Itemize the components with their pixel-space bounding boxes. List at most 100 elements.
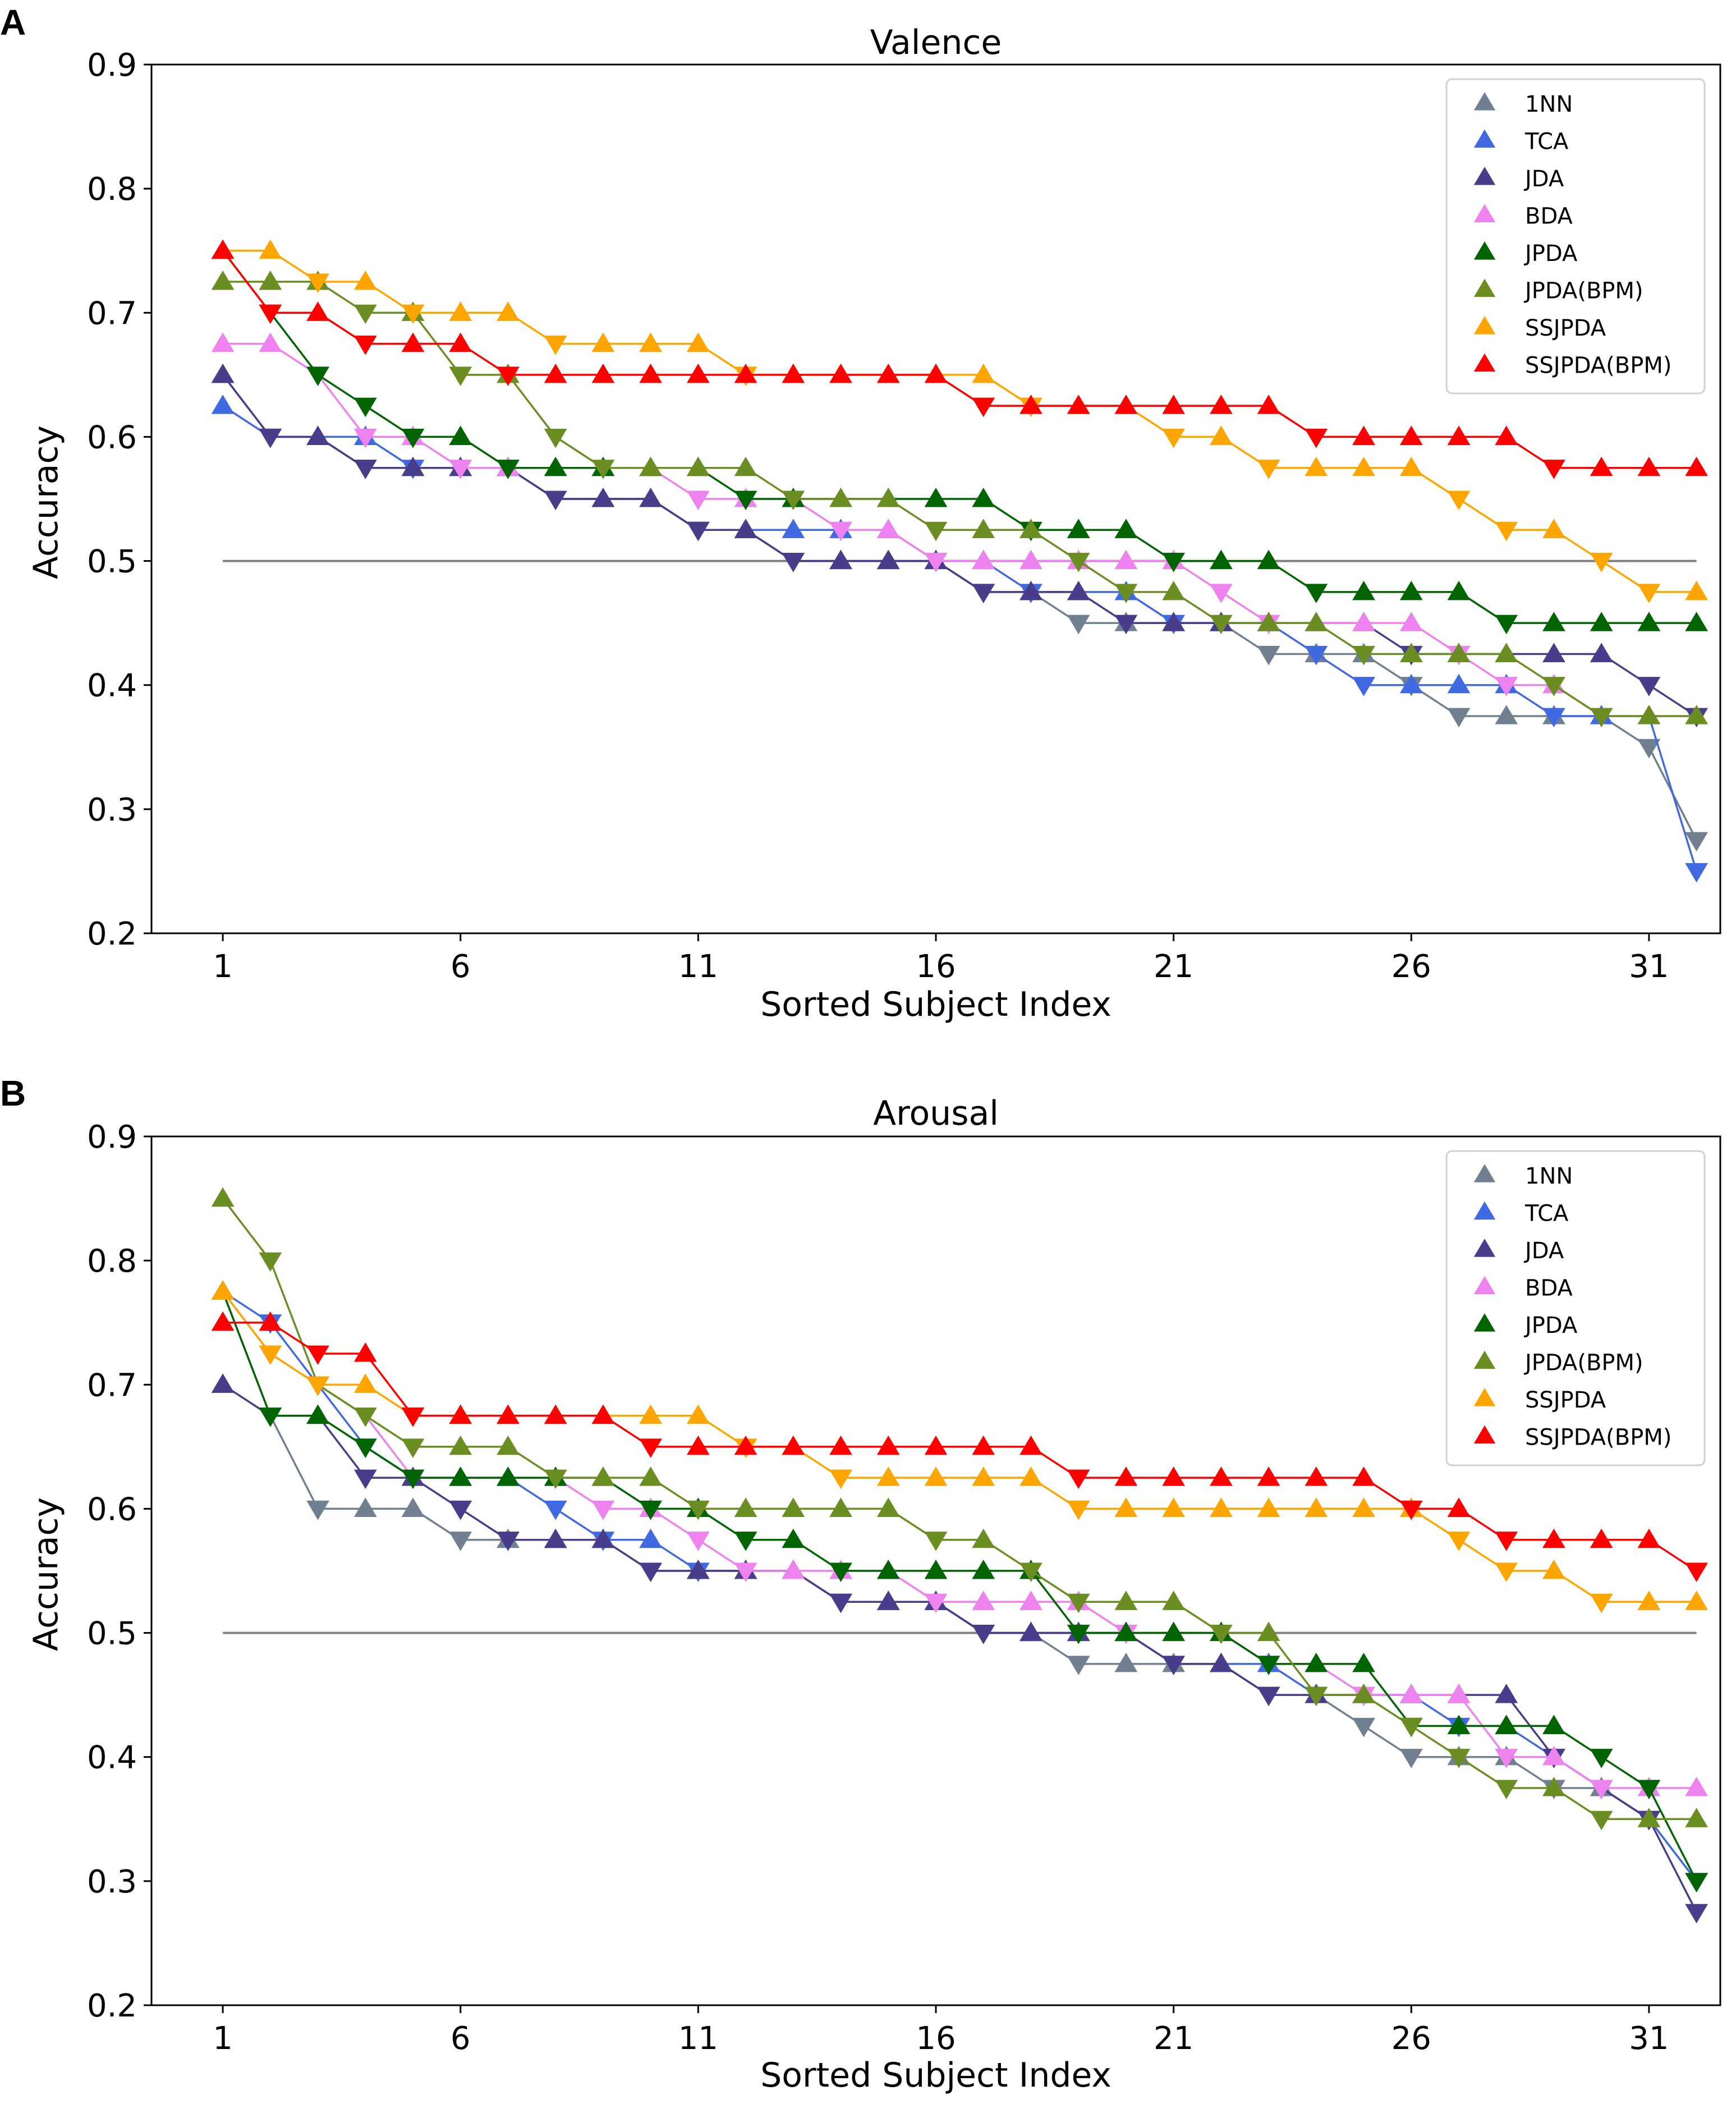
data-point: [876, 519, 900, 538]
data-point: [972, 1528, 995, 1548]
data-point: [1209, 1625, 1233, 1644]
chart-title: Arousal: [873, 1094, 999, 1133]
data-point: [1637, 584, 1661, 603]
data-point: [211, 363, 235, 383]
data-point: [1590, 1528, 1613, 1548]
data-point: [1305, 1497, 1328, 1517]
data-point: [1352, 645, 1375, 666]
data-point: [734, 1497, 757, 1517]
data-point: [497, 1404, 520, 1424]
data-point: [1447, 491, 1471, 511]
data-point: [1590, 643, 1613, 662]
data-point: [449, 366, 472, 386]
data-point: [259, 270, 282, 290]
data-point: [1067, 615, 1090, 635]
data-point: [1399, 425, 1423, 445]
data-point: [544, 456, 567, 476]
data-point: [876, 1497, 900, 1517]
data-point: [1542, 1745, 1565, 1766]
data-point: [1542, 643, 1565, 662]
data-point: [1542, 1776, 1565, 1796]
data-point: [259, 332, 282, 352]
legend-marker: [1473, 1201, 1496, 1220]
data-point: [1067, 580, 1090, 601]
data-point: [544, 428, 567, 448]
y-tick-label: 0.8: [87, 171, 137, 208]
x-axis-label: Sorted Subject Index: [760, 985, 1112, 1024]
data-point: [734, 1532, 757, 1551]
data-point: [306, 1345, 329, 1365]
data-point: [1447, 1497, 1471, 1517]
chart-title: Valence: [870, 23, 1002, 62]
data-point: [1495, 1532, 1518, 1551]
data-point: [782, 363, 805, 383]
legend-label: SSJPDA(BPM): [1525, 353, 1671, 379]
y-tick-label: 0.4: [87, 1740, 137, 1776]
data-point: [1685, 1808, 1709, 1827]
data-point: [591, 487, 615, 507]
data-point: [639, 363, 663, 383]
data-point: [1305, 1466, 1328, 1486]
data-point: [972, 363, 995, 383]
data-point: [1637, 456, 1661, 476]
x-tick-label: 6: [451, 2020, 471, 2057]
data-point: [449, 332, 472, 352]
data-point: [1114, 584, 1138, 603]
data-point: [1399, 643, 1423, 662]
data-point: [782, 553, 805, 572]
data-point: [1257, 1497, 1280, 1517]
y-tick-label: 0.9: [87, 1119, 137, 1156]
data-point: [924, 553, 948, 572]
data-point: [1067, 395, 1090, 414]
data-point: [1590, 456, 1613, 476]
data-point: [1542, 708, 1565, 728]
data-point: [1399, 673, 1423, 694]
data-point: [306, 301, 329, 321]
legend-marker: [1473, 1239, 1496, 1257]
data-point: [686, 1500, 710, 1520]
data-point: [972, 549, 995, 570]
data-point: [401, 1438, 425, 1458]
data-point: [1637, 704, 1661, 725]
data-point: [353, 1373, 377, 1393]
y-tick-label: 0.6: [87, 419, 137, 456]
data-point: [924, 1435, 948, 1455]
data-point: [876, 1590, 900, 1610]
data-point: [1114, 519, 1138, 538]
y-tick-label: 0.5: [87, 1616, 137, 1652]
y-tick-label: 0.5: [87, 544, 137, 580]
data-point: [734, 456, 757, 476]
y-tick-label: 0.6: [87, 1491, 137, 1528]
x-tick-label: 21: [1154, 2020, 1193, 2057]
data-point: [686, 1532, 710, 1551]
x-axis-label: Sorted Subject Index: [760, 2056, 1112, 2095]
data-point: [1637, 1780, 1661, 1800]
data-point: [1495, 521, 1518, 542]
data-point: [1019, 1562, 1042, 1583]
data-point: [211, 239, 235, 259]
panel-label: B: [0, 1073, 26, 1113]
data-point: [1257, 395, 1280, 414]
data-point: [401, 456, 425, 476]
data-point: [211, 270, 235, 290]
legend-label: 1NN: [1525, 1163, 1573, 1189]
panel-a: A Valence Sorted Subject Index Accuracy …: [0, 2, 1721, 1024]
data-point: [686, 1404, 710, 1424]
data-point: [1590, 612, 1613, 631]
data-point: [686, 456, 710, 476]
data-point: [1637, 612, 1661, 631]
data-point: [1590, 553, 1613, 572]
data-point: [1637, 739, 1661, 759]
data-point: [1495, 677, 1518, 696]
data-point: [353, 1408, 377, 1427]
data-point: [1685, 1776, 1709, 1796]
data-point: [544, 1469, 567, 1489]
legend-box: [1445, 1150, 1706, 1466]
data-point: [972, 1559, 995, 1579]
legend-marker: [1473, 92, 1496, 111]
data-point: [449, 425, 472, 445]
data-point: [829, 1435, 852, 1455]
data-point: [1209, 584, 1233, 603]
data-point: [876, 363, 900, 383]
